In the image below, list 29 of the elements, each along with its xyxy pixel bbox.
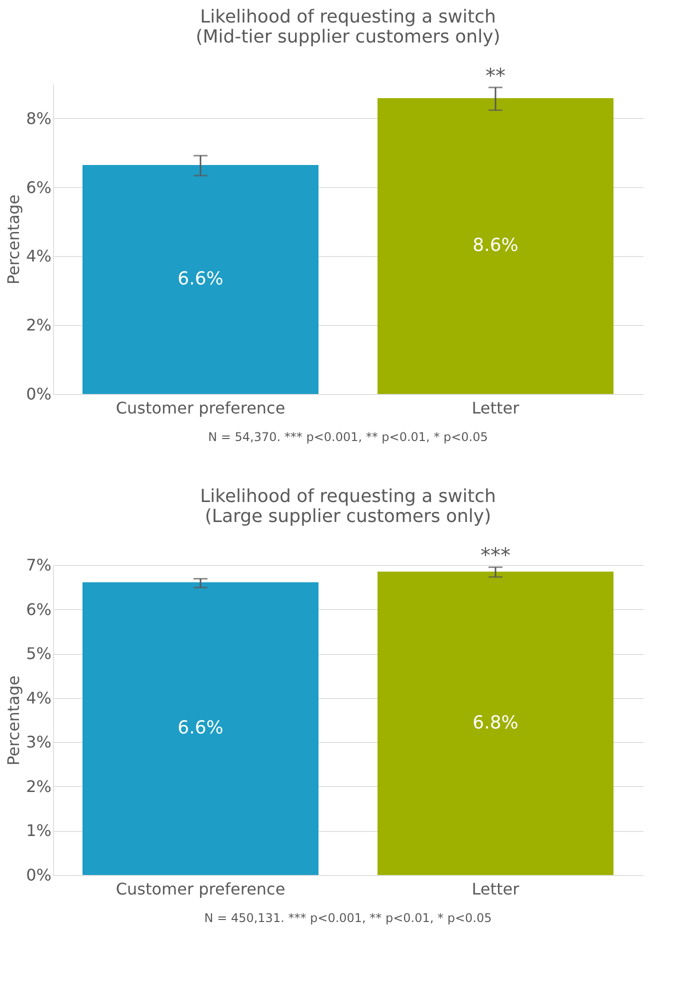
text: N = 450,131. *** p<0.001, ** p<0.01, * p<0.05 xyxy=(204,911,492,925)
y-tick-label: 6% xyxy=(26,600,52,619)
y-tick-label: 2% xyxy=(26,316,52,335)
y-tick-label: 2% xyxy=(26,776,52,796)
y-tick-label: 0% xyxy=(26,384,52,404)
x-tick-label: Customer preference xyxy=(116,880,286,898)
data-label: 6.6% xyxy=(178,718,224,739)
y-axis-title: Percentage xyxy=(4,675,24,766)
x-tick-label: Letter xyxy=(472,880,520,898)
data-label: 6.6% xyxy=(178,268,224,290)
y-tick-label: 7% xyxy=(26,556,52,574)
chart-title: Likelihood of requesting a switch (Mid-tier supplier customers only) xyxy=(196,6,500,48)
y-tick-label: 4% xyxy=(26,688,52,708)
y-tick-label: 3% xyxy=(26,732,52,752)
y-tick-label: 1% xyxy=(26,821,52,840)
y-tick-label: 4% xyxy=(26,246,52,266)
annotation: ** xyxy=(486,63,506,88)
data-label: 6.8% xyxy=(472,712,518,734)
y-axis-title: Percentage xyxy=(4,194,24,285)
x-tick-label: Customer preference xyxy=(116,398,286,418)
y-tick-label: 5% xyxy=(26,644,52,664)
y-tick-label: 0% xyxy=(26,866,52,884)
y-tick-label: 6% xyxy=(26,178,52,197)
y-tick-label: 8% xyxy=(26,108,52,128)
x-tick-label: Letter xyxy=(472,398,520,418)
data-label: 8.6% xyxy=(472,235,518,256)
chart-title: Likelihood of requesting a switch (Large supplier customers only) xyxy=(200,486,496,528)
annotation: *** xyxy=(480,543,510,568)
text: N = 54,370. *** p<0.001, ** p<0.01, * p<0.05 xyxy=(208,430,488,444)
